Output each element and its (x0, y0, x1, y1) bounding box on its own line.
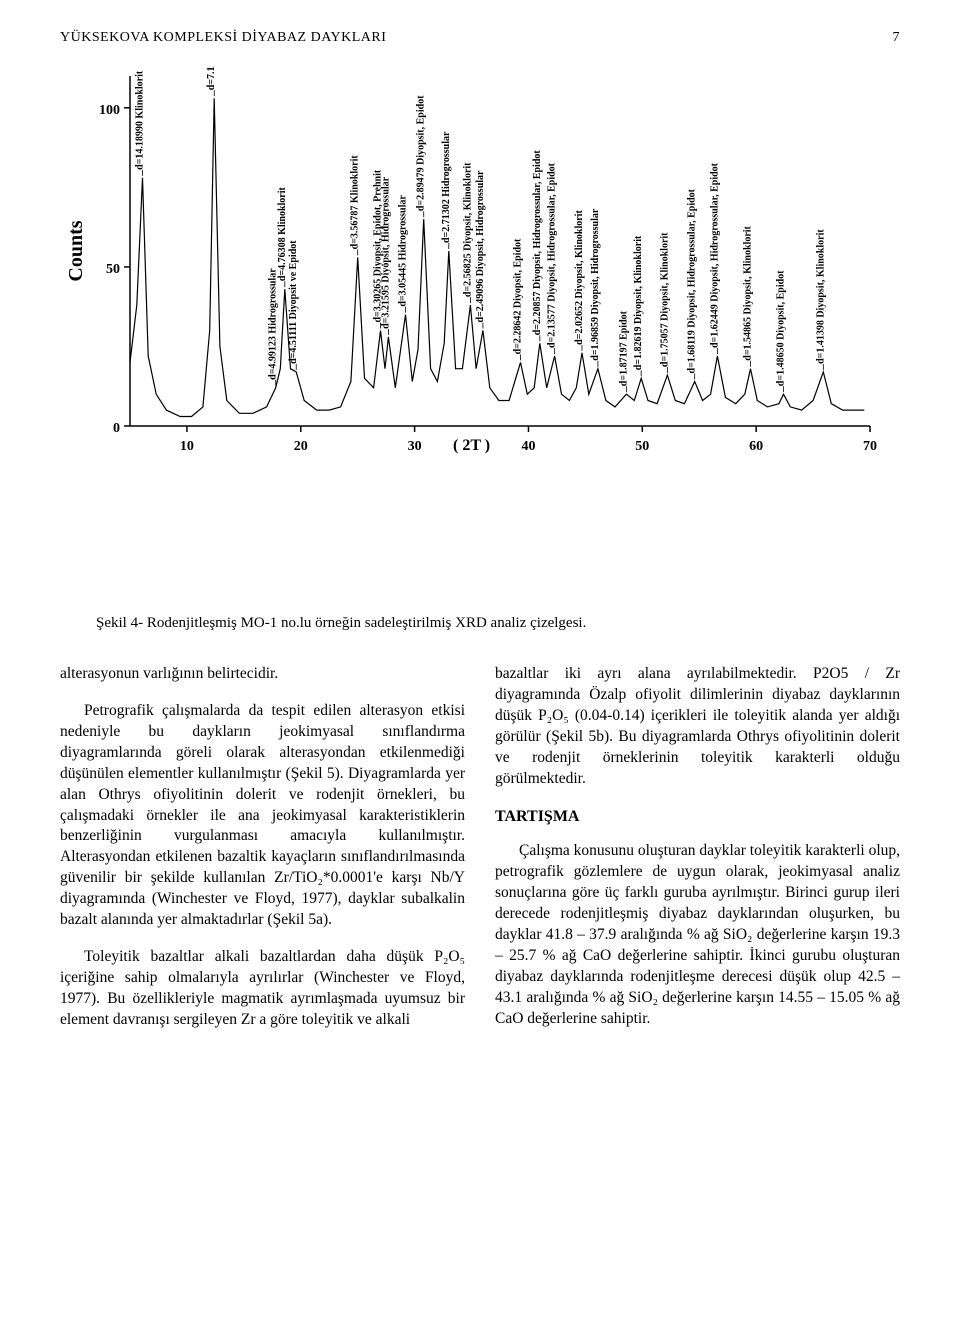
svg-text:60: 60 (749, 439, 763, 454)
svg-text:70: 70 (863, 439, 877, 454)
header-title: YÜKSEKOVA KOMPLEKSİ DİYABAZ DAYKLARI (60, 30, 386, 46)
svg-text:d=3.21595 Diyopsit, Hidrogross: d=3.21595 Diyopsit, Hidrogrossular (380, 176, 391, 329)
svg-text:d=2.49096 Diyopsit, Hidrogross: d=2.49096 Diyopsit, Hidrogrossular (475, 170, 486, 323)
xrd-spectrum-chart: 0 50 100 Counts 10 20 30 40 50 60 70 ( 2T ) d=14.189… (60, 66, 900, 596)
para: bazaltlar iki ayrı alana ayrılabilmekted… (495, 664, 900, 790)
para: Çalışma konusunu oluşturan dayklar toley… (495, 841, 900, 1029)
svg-text:50: 50 (635, 439, 649, 454)
svg-text:d=1.48650 Diyopsit, Epidot: d=1.48650 Diyopsit, Epidot (775, 270, 786, 386)
svg-text:d=1.96859 Diyopsit, Hidrogross: d=1.96859 Diyopsit, Hidrogrossular (590, 208, 601, 361)
svg-text:d=2.71302 Hidrogrossular: d=2.71302 Hidrogrossular (441, 131, 452, 243)
column-right: bazaltlar iki ayrı alana ayrılabilmekted… (495, 664, 900, 1047)
svg-text:10: 10 (180, 439, 194, 454)
svg-text:d=4.99123 Hidrogrossular: d=4.99123 Hidrogrossular (268, 268, 279, 380)
svg-text:40: 40 (521, 439, 535, 454)
svg-text:d=2.02652 Diyopsit, Klinoklori: d=2.02652 Diyopsit, Klinoklorit (574, 210, 585, 345)
svg-text:d=1.87197 Epidot: d=1.87197 Epidot (618, 310, 629, 386)
para: Petrografik çalışmalarda da tespit edile… (60, 701, 465, 931)
svg-text:d=4.76308 Klinoklorit: d=4.76308 Klinoklorit (277, 186, 288, 281)
svg-text:d=1.41398 Diyopsit, Klinoklori: d=1.41398 Diyopsit, Klinoklorit (815, 229, 826, 364)
svg-text:d=2.20857 Diyopsit, Hidrogross: d=2.20857 Diyopsit, Hidrogrossular, Epid… (532, 150, 543, 336)
page-header: YÜKSEKOVA KOMPLEKSİ DİYABAZ DAYKLARI 7 (60, 30, 900, 46)
page-number: 7 (893, 30, 901, 46)
svg-text:d=2.13577 Diyopsit, Hidrogross: d=2.13577 Diyopsit, Hidrogrossular, Epid… (547, 162, 558, 348)
svg-text:( 2T ): ( 2T ) (453, 437, 490, 454)
svg-text:d=3.56787 Klinoklorit: d=3.56787 Klinoklorit (350, 155, 361, 250)
svg-text:d=3.05445 Hidrogrossular: d=3.05445 Hidrogrossular (398, 195, 409, 307)
figure-caption: Şekil 4- Rodenjitleşmiş MO-1 no.lu örneğ… (60, 615, 900, 632)
column-left: alterasyonun varlığının belirtecidir. Pe… (60, 664, 465, 1047)
svg-text:d=1.68119 Diyopsit, Hidrogross: d=1.68119 Diyopsit, Hidrogrossular, Epid… (687, 188, 698, 373)
section-heading: TARTIŞMA (495, 806, 900, 828)
svg-text:100: 100 (99, 103, 120, 118)
svg-text:0: 0 (113, 421, 120, 436)
svg-text:d=1.54865 Diyopsit, Klinoklori: d=1.54865 Diyopsit, Klinoklorit (742, 225, 753, 360)
svg-text:50: 50 (106, 262, 120, 277)
svg-text:d=4.51111 Diyopsit ve Epidot: d=4.51111 Diyopsit ve Epidot (288, 240, 299, 364)
svg-text:d=1.75057 Diyopsit, Klinoklori: d=1.75057 Diyopsit, Klinoklorit (659, 232, 670, 367)
svg-text:d=2.56825 Diyopsit, Klinoklori: d=2.56825 Diyopsit, Klinoklorit (462, 162, 473, 297)
svg-text:Counts: Counts (65, 220, 87, 281)
svg-text:d=2.28642 Diyopsit, Epidot: d=2.28642 Diyopsit, Epidot (512, 238, 523, 354)
svg-text:d=2.89479 Diyopsit, Epidot: d=2.89479 Diyopsit, Epidot (416, 95, 427, 211)
text-columns: alterasyonun varlığının belirtecidir. Pe… (60, 664, 900, 1047)
svg-text:d=1.82619 Diyopsit, Klinoklori: d=1.82619 Diyopsit, Klinoklorit (633, 235, 644, 370)
para: Toleyitik bazaltlar alkali bazaltlardan … (60, 947, 465, 1031)
svg-text:d=1.62449 Diyopsit, Hidrogross: d=1.62449 Diyopsit, Hidrogrossular, Epid… (709, 162, 720, 348)
svg-text:d=7.11467 Klinoklorit: d=7.11467 Klinoklorit (206, 66, 217, 90)
para: alterasyonun varlığının belirtecidir. (60, 664, 465, 685)
svg-text:d=14.18990 Klinoklorit: d=14.18990 Klinoklorit (135, 70, 146, 170)
svg-text:20: 20 (294, 439, 308, 454)
svg-text:30: 30 (408, 439, 422, 454)
